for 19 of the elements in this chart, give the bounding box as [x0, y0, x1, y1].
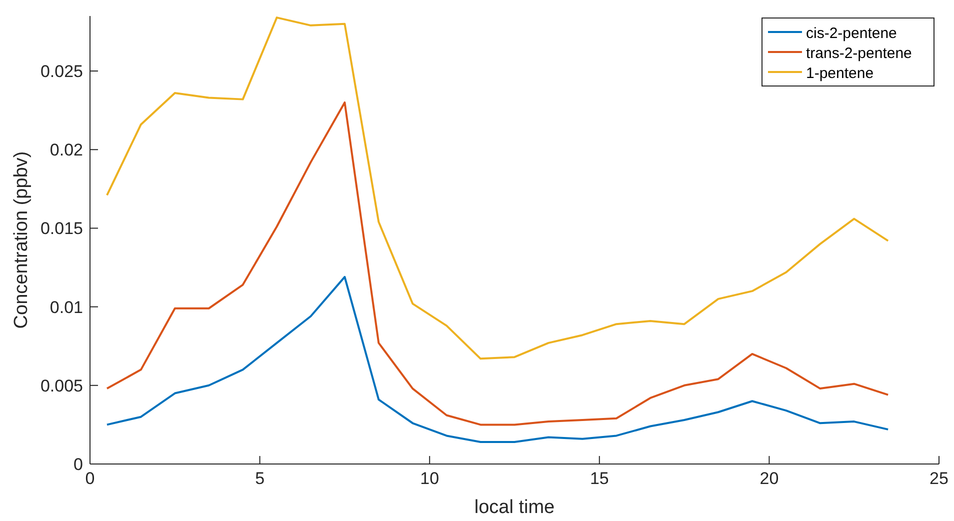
- x-tick-label: 5: [255, 469, 265, 488]
- x-tick-label: 20: [760, 469, 779, 488]
- y-tick-label: 0: [74, 455, 83, 474]
- y-tick-label: 0.02: [50, 140, 83, 160]
- legend-label: cis-2-pentene: [806, 25, 897, 42]
- x-tick-label: 10: [420, 469, 440, 488]
- y-tick-label: 0.025: [40, 62, 83, 82]
- x-tick-label: 0: [85, 469, 95, 488]
- y-axis-title: Concentration (ppbv): [11, 151, 32, 329]
- x-tick-label: 25: [930, 469, 948, 488]
- legend-label: trans-2-pentene: [806, 45, 912, 62]
- y-tick-label: 0.005: [40, 376, 83, 396]
- line-series: [106, 276, 890, 443]
- legend-label: 1-pentene: [806, 65, 874, 82]
- y-tick-label: 0.01: [50, 298, 83, 317]
- line-series: [106, 101, 890, 426]
- x-axis-title: local time: [474, 497, 555, 518]
- x-tick-label: 15: [590, 469, 609, 488]
- y-tick-label: 0.015: [40, 219, 83, 238]
